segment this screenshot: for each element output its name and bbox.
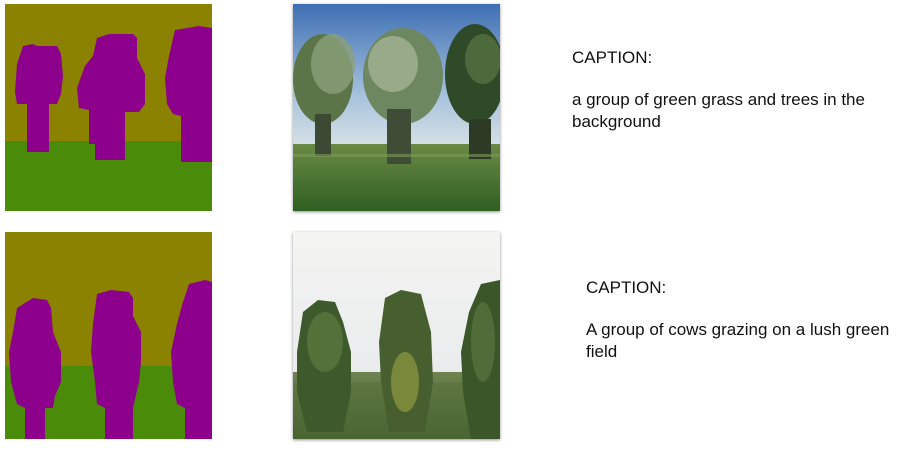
caption-heading: CAPTION: — [572, 48, 653, 67]
caption-block-2: CAPTION: A group of cows grazing on a lu… — [586, 277, 916, 363]
tree-region — [9, 298, 61, 439]
tree-region — [165, 26, 212, 162]
generated-photo-2 — [293, 232, 500, 439]
caption-heading: CAPTION: — [586, 278, 667, 297]
segmentation-map-1 — [5, 4, 212, 211]
tree-region — [15, 44, 63, 152]
tree-region — [77, 34, 145, 160]
tree-region — [91, 290, 141, 439]
caption-block-1: CAPTION: a group of green grass and tree… — [572, 47, 917, 133]
generated-photo-icon — [293, 232, 500, 439]
tree-region — [171, 280, 212, 439]
segmentation-map-2 — [5, 232, 212, 439]
generated-photo-icon — [293, 4, 500, 211]
segmentation-map-icon — [5, 232, 212, 439]
generated-photo-1 — [293, 4, 500, 211]
segmentation-map-icon — [5, 4, 212, 211]
caption-text: a group of green grass and trees in the … — [572, 90, 865, 131]
caption-text: A group of cows grazing on a lush green … — [586, 320, 890, 361]
